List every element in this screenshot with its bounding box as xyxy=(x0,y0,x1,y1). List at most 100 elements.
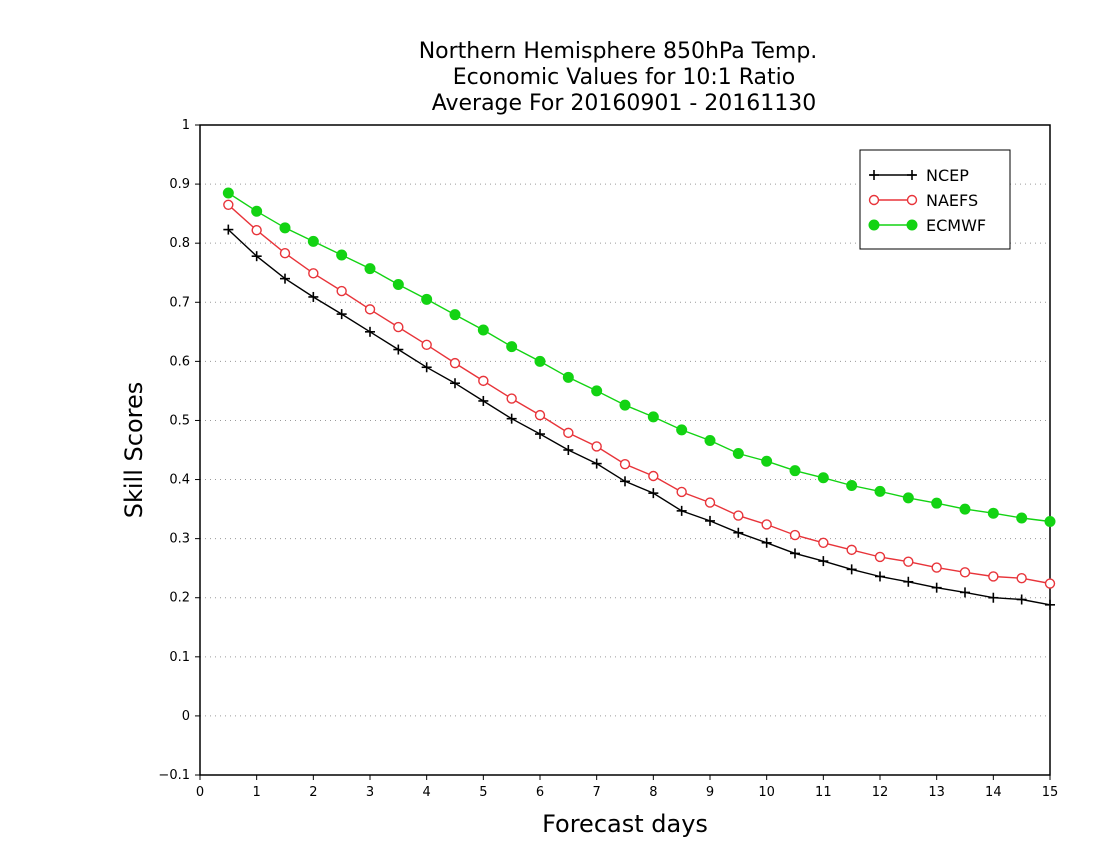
x-axis-title: Forecast days xyxy=(542,810,708,838)
legend-label: ECMWF xyxy=(926,216,986,235)
y-tick-label: 0.6 xyxy=(169,354,190,369)
data-point xyxy=(449,309,461,321)
y-tick-label: 0.5 xyxy=(169,413,190,428)
x-tick-label: 3 xyxy=(366,785,374,800)
data-point xyxy=(875,571,885,582)
x-tick-label: 13 xyxy=(928,785,945,800)
y-tick-label: 0.7 xyxy=(169,295,190,310)
data-point xyxy=(251,205,263,217)
data-point xyxy=(562,371,574,383)
y-axis-title: Skill Scores xyxy=(120,382,148,519)
data-point xyxy=(868,219,880,231)
y-tick-label: 0.3 xyxy=(169,532,190,547)
x-tick-label: 5 xyxy=(479,785,487,800)
data-point xyxy=(846,564,857,575)
legend: NCEP NAEFS ECMWF xyxy=(859,149,1011,250)
data-point xyxy=(959,503,971,515)
data-point xyxy=(223,224,234,235)
data-point xyxy=(907,170,917,180)
title-line-3: Average For 20160901 - 20161130 xyxy=(432,91,817,116)
data-point xyxy=(648,470,659,482)
data-point xyxy=(506,341,518,353)
legend-label: NAEFS xyxy=(926,191,978,210)
data-point xyxy=(393,321,404,333)
data-point xyxy=(818,556,829,567)
data-point xyxy=(393,344,404,355)
data-point xyxy=(931,582,942,593)
data-point xyxy=(591,385,603,397)
data-point xyxy=(902,492,914,504)
data-point xyxy=(906,194,918,206)
series-line-naefs xyxy=(227,204,1051,585)
data-point xyxy=(931,497,943,509)
data-point xyxy=(534,409,546,421)
data-point xyxy=(620,476,630,487)
data-point xyxy=(761,455,773,467)
data-point xyxy=(279,248,291,259)
data-point xyxy=(506,393,517,404)
data-point xyxy=(906,219,918,231)
legend-label: NCEP xyxy=(926,166,969,185)
data-point xyxy=(846,544,857,556)
data-point xyxy=(450,378,460,389)
data-point xyxy=(846,479,858,491)
data-point xyxy=(223,199,234,210)
x-tick-label: 6 xyxy=(536,785,544,800)
data-point xyxy=(591,458,602,469)
data-point xyxy=(619,458,631,470)
plot-frame xyxy=(199,124,1051,776)
x-tick-label: 14 xyxy=(985,785,1002,800)
x-tick-label: 12 xyxy=(872,785,889,800)
x-tick-label: 2 xyxy=(309,785,317,800)
data-point xyxy=(1016,594,1027,605)
data-point xyxy=(817,472,829,484)
data-point xyxy=(280,273,290,284)
data-point xyxy=(676,505,687,516)
data-point xyxy=(1016,512,1028,524)
data-point xyxy=(676,486,687,498)
data-point xyxy=(903,556,914,567)
data-point xyxy=(336,249,348,261)
data-point xyxy=(1044,516,1056,527)
data-point xyxy=(1044,578,1056,589)
y-tick-label: 0.9 xyxy=(169,177,190,192)
data-point xyxy=(987,507,999,519)
data-point xyxy=(619,399,631,411)
y-tick-label: 0.4 xyxy=(169,473,190,488)
gridlines xyxy=(200,183,1050,717)
data-point xyxy=(903,576,914,587)
data-point xyxy=(704,435,716,447)
legend-entry-ecmwf: ECMWF xyxy=(868,216,986,235)
x-tick-label: 7 xyxy=(593,785,601,800)
data-point xyxy=(818,537,829,548)
y-tick-labels: −0.1 0 0.1 0.2 0.3 0.4 0.5 0.6 0.7 0.8 0.9 1 xyxy=(158,118,190,783)
data-point xyxy=(534,355,546,367)
title-line-1: Northern Hemisphere 850hPa Temp. xyxy=(419,39,818,64)
data-point xyxy=(563,445,574,455)
data-point xyxy=(733,510,744,521)
data-point xyxy=(647,411,659,423)
data-point xyxy=(421,339,432,351)
data-point xyxy=(789,529,801,541)
data-point xyxy=(251,251,262,262)
data-point xyxy=(789,465,801,477)
series-ecmwf xyxy=(222,187,1056,527)
x-tick-label: 15 xyxy=(1042,785,1059,800)
data-point xyxy=(988,571,999,582)
data-point xyxy=(705,515,715,526)
data-point xyxy=(421,293,433,305)
data-point xyxy=(222,187,234,199)
title-line-2: Economic Values for 10:1 Ratio xyxy=(453,65,795,90)
series-line-ncep xyxy=(227,229,1051,606)
x-tick-labels: 0 1 2 3 4 5 6 7 8 9 10 11 12 13 14 15 xyxy=(196,785,1058,800)
data-point xyxy=(308,291,319,302)
data-point xyxy=(591,441,602,452)
data-point xyxy=(648,488,659,499)
y-tick-label: 1 xyxy=(182,118,190,133)
data-point xyxy=(478,395,489,406)
x-tick-label: 0 xyxy=(196,785,204,800)
data-point xyxy=(676,424,688,436)
legend-entry-naefs: NAEFS xyxy=(868,191,978,210)
legend-entries: NCEP NAEFS ECMWF xyxy=(868,166,986,235)
